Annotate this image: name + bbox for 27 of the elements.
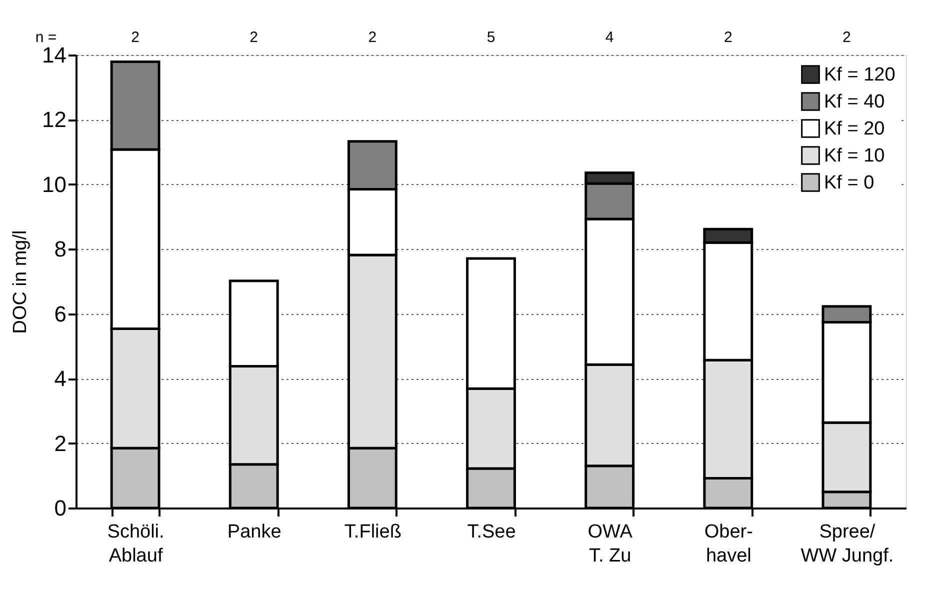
y-tick-label: 12	[42, 107, 66, 132]
y-tick-label: 10	[42, 172, 66, 197]
y-tick-label: 2	[54, 430, 66, 456]
text: 4	[605, 29, 614, 46]
text: 2	[368, 29, 377, 46]
y-tick-label: 0	[54, 496, 66, 520]
x-tick-label: Ober- havel	[704, 522, 753, 566]
y-tick-label: 4	[54, 366, 66, 392]
y-tick-label: 6	[54, 301, 66, 326]
x-tick-label: OWA T. Zu	[588, 522, 633, 566]
legend-label: Kf = 10	[824, 146, 885, 166]
x-tick-label: Spree/ WW Jungf.	[800, 522, 894, 566]
text: 2	[250, 29, 258, 46]
x-tick-label: T.Fließ	[344, 522, 402, 542]
legend-label: Kf = 20	[824, 118, 885, 140]
legend-label: Kf = 120	[824, 64, 896, 86]
text: 5	[486, 29, 496, 46]
y-tick-label: 8	[54, 236, 66, 262]
text: 2	[724, 29, 732, 46]
text: 2	[131, 29, 140, 46]
x-tick-label: T.See	[467, 522, 516, 542]
x-tick-label: Panke	[227, 522, 282, 542]
legend-label: Kf = 40	[824, 92, 885, 112]
y-axis-title: DOC in mg/l	[10, 230, 32, 334]
text: 2	[842, 29, 851, 46]
legend-label: Kf = 0	[824, 172, 874, 194]
x-tick-label: Schöli. Ablauf	[107, 522, 164, 566]
